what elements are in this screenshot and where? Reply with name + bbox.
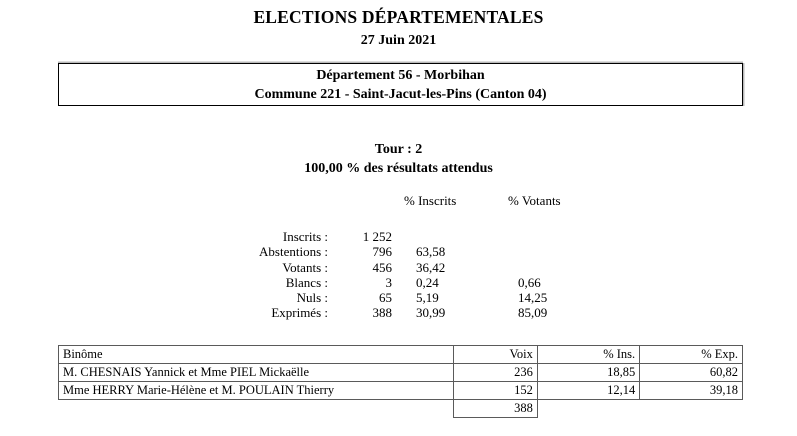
stats-pct-inscrits: 36,42 — [416, 259, 446, 275]
candidate-pct-inscrits: 12,14 — [536, 381, 641, 400]
column-header-pct-exp: % Exp. — [639, 345, 743, 364]
total-votes: 388 — [453, 399, 538, 418]
stats-pct-inscrits: 5,19 — [416, 290, 439, 306]
candidate-pair-name: Mme HERRY Marie-Hélène et M. POULAIN Thi… — [57, 381, 455, 400]
stats-row-abstentions: Abstentions : 796 63,58 — [232, 244, 590, 259]
stats-header-label — [232, 193, 336, 229]
candidate-pct-exprimes: 39,18 — [639, 381, 743, 400]
stats-row-blancs: Blancs : 3 0,24 0,66 — [232, 275, 590, 290]
table-row: M. CHESNAIS Yannick et Mme PIEL Mickaëll… — [57, 363, 743, 382]
stats-pct-votants: 14,25 — [518, 290, 548, 306]
stats-label: Nuls : — [296, 290, 328, 306]
candidate-pct-inscrits: 18,85 — [536, 363, 641, 382]
stats-count: 1 252 — [362, 229, 392, 245]
column-header-voix: Voix — [453, 345, 538, 364]
participation-stats: % Inscrits % Votants Inscrits : 1 252 Ab… — [232, 193, 590, 320]
column-header-pct-ins: % Ins. — [536, 345, 641, 364]
results-total-row: 388 — [59, 399, 743, 418]
stats-pct-inscrits: 30,99 — [416, 305, 446, 321]
results-header-row: Binôme Voix % Ins. % Exp. — [57, 345, 743, 364]
election-date: 27 Juin 2021 — [360, 33, 437, 48]
stats-row-votants: Votants : 456 36,42 — [232, 260, 590, 275]
column-header-binome: Binôme — [57, 345, 455, 364]
stats-row-inscrits: Inscrits : 1 252 — [232, 229, 590, 244]
candidate-votes: 236 — [453, 363, 538, 382]
commune-line: Commune 221 - Saint-Jacut-les-Pins (Cant… — [254, 86, 547, 102]
stats-row-exprimes: Exprimés : 388 30,99 85,09 — [232, 305, 590, 320]
stats-label: Exprimés : — [271, 305, 328, 321]
stats-header-row: % Inscrits % Votants — [232, 193, 590, 229]
stats-label: Inscrits : — [282, 229, 328, 245]
results-table: Binôme Voix % Ins. % Exp. M. CHESNAIS Ya… — [57, 345, 743, 418]
results-percentage: 100,00 % des résultats attendus — [304, 161, 493, 176]
stats-header-count — [336, 193, 392, 229]
candidate-pct-exprimes: 60,82 — [639, 363, 743, 382]
stats-count: 65 — [379, 290, 392, 306]
stats-label: Abstentions : — [259, 244, 328, 260]
total-row-spacer — [59, 400, 454, 418]
location-header-box: Département 56 - Morbihan Commune 221 - … — [58, 63, 743, 106]
stats-count: 456 — [372, 259, 393, 275]
participation-stats-table: % Inscrits % Votants Inscrits : 1 252 Ab… — [232, 193, 590, 320]
stats-count: 3 — [385, 274, 393, 290]
stats-pct-inscrits: 0,24 — [416, 274, 439, 290]
stats-label: Blancs : — [285, 274, 328, 290]
page-title: ELECTIONS DÉPARTEMENTALES — [253, 7, 544, 27]
department-line: Département 56 - Morbihan — [316, 67, 485, 83]
total-row-spacer-exp — [640, 400, 743, 418]
candidate-pair-name: M. CHESNAIS Yannick et Mme PIEL Mickaëll… — [57, 363, 455, 382]
stats-pct-inscrits: 63,58 — [416, 244, 446, 260]
stats-header-pct-votants: % Votants — [508, 193, 561, 208]
stats-pct-inscrits — [392, 229, 492, 244]
stats-count: 796 — [372, 244, 393, 260]
stats-pct-votants — [492, 260, 590, 275]
stats-pct-votants — [492, 244, 590, 259]
stats-label: Votants : — [282, 259, 328, 275]
candidate-votes: 152 — [453, 381, 538, 400]
total-row-spacer-ins — [537, 400, 639, 418]
stats-pct-votants: 85,09 — [518, 305, 548, 321]
tour-block: Tour : 2 100,00 % des résultats attendus — [0, 140, 797, 178]
stats-header-pct-inscrits: % Inscrits — [404, 193, 457, 208]
table-row: Mme HERRY Marie-Hélène et M. POULAIN Thi… — [57, 381, 743, 400]
stats-count: 388 — [372, 305, 393, 321]
stats-pct-votants — [492, 229, 590, 244]
tour-number: Tour : 2 — [374, 142, 423, 157]
stats-row-nuls: Nuls : 65 5,19 14,25 — [232, 290, 590, 305]
stats-pct-votants: 0,66 — [518, 274, 541, 290]
